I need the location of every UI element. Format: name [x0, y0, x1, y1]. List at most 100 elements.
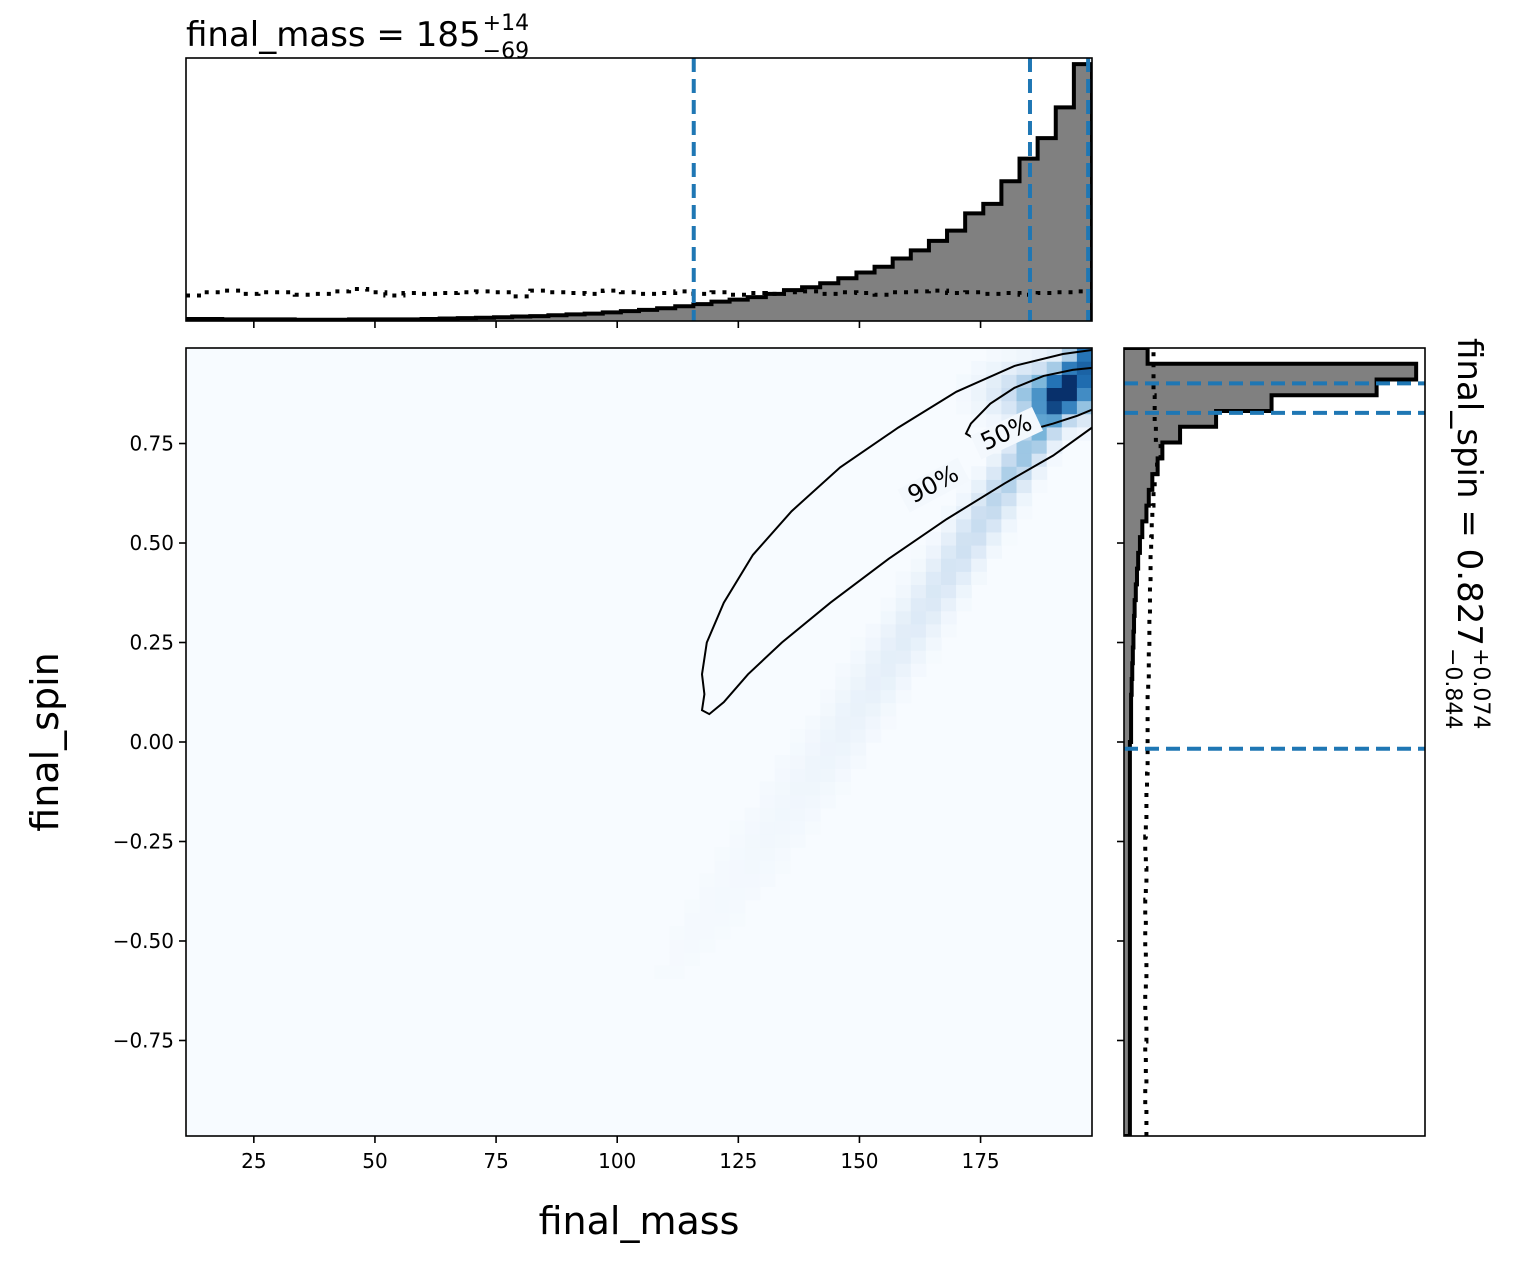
heatmap-cell	[895, 676, 912, 691]
heatmap-cell	[910, 636, 927, 651]
final-mass-prior-histogram	[186, 286, 1092, 299]
heatmap-cell	[654, 965, 670, 979]
heatmap-cell	[956, 571, 972, 585]
heatmap-cell	[820, 715, 836, 730]
heatmap-cell	[1001, 505, 1018, 520]
heatmap-cell	[895, 597, 912, 612]
heatmap-cell	[1016, 387, 1033, 402]
heatmap-cell	[835, 689, 851, 704]
heatmap-cell	[1001, 466, 1018, 480]
heatmap-cell	[971, 466, 987, 480]
heatmap-cell	[835, 781, 851, 796]
heatmap-cell	[880, 650, 897, 664]
heatmap-cell	[684, 925, 700, 940]
heatmap-cell	[895, 663, 912, 677]
heatmap-cell	[910, 584, 927, 599]
heatmap-cell	[820, 728, 836, 743]
heatmap-cell	[774, 833, 791, 848]
heatmap-cell	[910, 571, 927, 585]
heatmap-cell	[820, 755, 836, 769]
final-spin-posterior-histogram	[1124, 348, 1419, 1136]
heatmap-cell	[835, 742, 851, 756]
heatmap-cell	[820, 781, 836, 796]
heatmap-cell	[774, 860, 791, 874]
y-tick-label: 0.75	[129, 432, 174, 456]
heatmap-cell	[1031, 479, 1048, 494]
top-panel-ticks	[253, 321, 982, 328]
heatmap-cell	[744, 833, 761, 848]
heatmap-cell	[1001, 400, 1018, 415]
y-tick-label: −0.50	[113, 929, 174, 953]
heatmap-cell	[850, 742, 867, 756]
y-tick-label: 0.00	[129, 730, 174, 754]
heatmap-cell	[805, 728, 821, 743]
heatmap-cell	[971, 413, 987, 428]
heatmap-cell	[895, 571, 912, 585]
heatmap-cell	[790, 807, 806, 822]
heatmap-cell	[880, 597, 897, 612]
heatmap-cell	[850, 636, 867, 651]
heatmap-cell	[774, 794, 791, 809]
heatmap-cell	[699, 939, 716, 953]
heatmap-cell	[805, 755, 821, 769]
contour-90	[700, 349, 1092, 716]
heatmap-cell	[1076, 413, 1092, 428]
heatmap-cell	[759, 807, 776, 822]
heatmap-cell	[956, 374, 972, 388]
heatmap-cell	[669, 965, 685, 979]
final-mass-credible-lines	[691, 58, 1091, 321]
heatmap-cell	[971, 571, 987, 585]
heatmap-cell	[744, 873, 761, 888]
heatmap-cell	[865, 636, 882, 651]
heatmap-cell	[1046, 361, 1063, 375]
heatmap-cell	[774, 820, 791, 835]
heatmap-cell	[850, 650, 867, 664]
heatmap-cell	[729, 873, 746, 888]
heatmap-cell	[805, 820, 821, 835]
heatmap-cell	[925, 610, 942, 625]
heatmap-cell	[729, 886, 746, 901]
heatmap-cell	[1046, 400, 1063, 415]
heatmap-cell	[669, 925, 685, 940]
heatmap-cell	[956, 545, 972, 559]
heatmap-cell	[1031, 439, 1048, 454]
heatmap-cell	[729, 899, 746, 914]
heatmap-cell	[729, 847, 746, 861]
heatmap-cell	[1031, 453, 1048, 467]
heatmap-cell	[1001, 374, 1018, 388]
heatmap-cell	[910, 545, 927, 559]
heatmap-cell	[971, 531, 987, 546]
heatmap-cell	[1076, 387, 1092, 402]
final-spin-marginal-panel: final_spin = 0.827+0.074−0.844	[1117, 338, 1493, 1137]
heatmap-cell	[986, 545, 1002, 559]
heatmap-cell	[1061, 374, 1078, 388]
heatmap-cell	[790, 728, 806, 743]
heatmap-cell	[805, 781, 821, 796]
heatmap-cell	[971, 505, 987, 520]
heatmap-cell	[684, 939, 700, 953]
contour-label-background	[970, 407, 1043, 460]
heatmap-cell	[1001, 348, 1018, 362]
contour-label-background	[897, 457, 970, 513]
heatmap-cell	[971, 545, 987, 559]
x-tick-label: 100	[598, 1149, 636, 1173]
heatmap-cell	[895, 610, 912, 625]
heatmap-cell	[925, 545, 942, 559]
heatmap-cell	[910, 663, 927, 677]
heatmap-cell	[729, 860, 746, 874]
right-panel-ticks	[1117, 442, 1124, 1042]
heatmap-cell	[744, 886, 761, 901]
x-tick-label: 150	[840, 1149, 878, 1173]
heatmap-cell	[910, 650, 927, 664]
heatmap-cell	[1046, 348, 1063, 362]
heatmap-cell	[759, 873, 776, 888]
heatmap-cell	[910, 597, 927, 612]
heatmap-cell	[1031, 387, 1048, 402]
final-spin-prior-histogram	[1143, 348, 1163, 1136]
heatmap-cell	[835, 702, 851, 717]
heatmap-cell	[1061, 426, 1078, 441]
heatmap-cell	[941, 610, 957, 625]
heatmap-cell	[925, 531, 942, 546]
heatmap-cell	[759, 860, 776, 874]
density-heatmap	[654, 348, 1092, 979]
